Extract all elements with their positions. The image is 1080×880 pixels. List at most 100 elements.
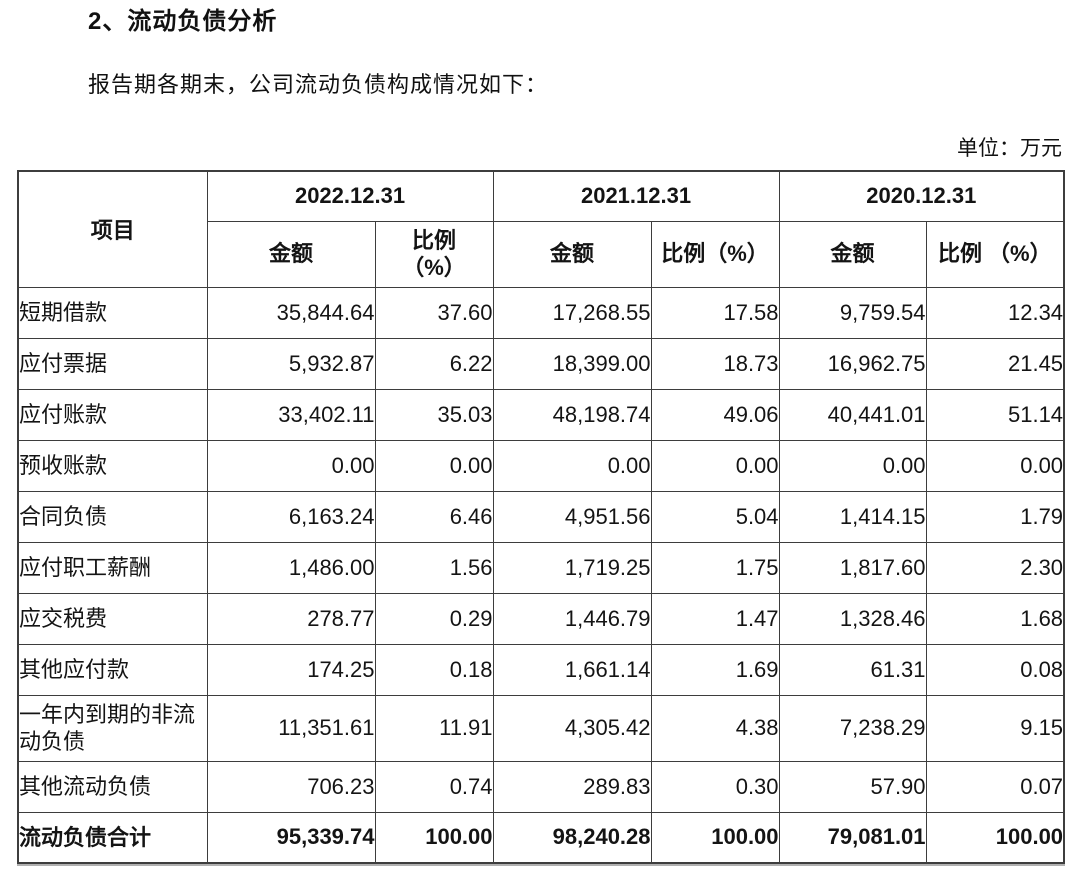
- total-ratio-cell: 100.00: [374, 811, 494, 864]
- ratio-cell: 6.22: [374, 337, 494, 390]
- item-cell: 应付职工薪酬: [17, 541, 208, 594]
- amount-cell: 1,446.79: [492, 592, 652, 645]
- item-cell: 预收账款: [17, 439, 208, 492]
- ratio-cell: 49.06: [650, 388, 780, 441]
- ratio-cell: 1.56: [374, 541, 494, 594]
- ratio-cell: 0.18: [374, 643, 494, 696]
- amount-cell: 57.90: [778, 760, 927, 813]
- amount-cell: 35,844.64: [206, 286, 376, 339]
- amount-cell: 33,402.11: [206, 388, 376, 441]
- section-title: 2、流动负债分析: [88, 8, 278, 35]
- table-row: 合同负债 6,163.24 6.46 4,951.56 5.04 1,414.1…: [17, 490, 1065, 543]
- period-header-2022: 2022.12.31: [206, 170, 494, 222]
- ratio-header-2022: 比例 （%）: [374, 220, 494, 288]
- amount-cell: 6,163.24: [206, 490, 376, 543]
- amount-cell: 11,351.61: [206, 694, 376, 762]
- item-cell: 短期借款: [17, 286, 208, 339]
- amount-cell: 5,932.87: [206, 337, 376, 390]
- amount-cell: 0.00: [206, 439, 376, 492]
- amount-cell: 706.23: [206, 760, 376, 813]
- item-cell: 其他应付款: [17, 643, 208, 696]
- ratio-cell: 4.38: [650, 694, 780, 762]
- item-cell: 应付账款: [17, 388, 208, 441]
- item-cell: 合同负债: [17, 490, 208, 543]
- ratio-cell: 21.45: [925, 337, 1065, 390]
- ratio-cell: 0.74: [374, 760, 494, 813]
- total-label-cell: 流动负债合计: [17, 811, 208, 864]
- ratio-header-2020: 比例 （%）: [925, 220, 1065, 288]
- ratio-header-2021: 比例（%）: [650, 220, 780, 288]
- period-header-2020: 2020.12.31: [778, 170, 1065, 222]
- amount-cell: 0.00: [492, 439, 652, 492]
- ratio-cell: 9.15: [925, 694, 1065, 762]
- ratio-cell: 2.30: [925, 541, 1065, 594]
- ratio-cell: 5.04: [650, 490, 780, 543]
- total-amount-cell: 98,240.28: [492, 811, 652, 864]
- amount-cell: 174.25: [206, 643, 376, 696]
- amount-cell: 4,305.42: [492, 694, 652, 762]
- amount-cell: 1,817.60: [778, 541, 927, 594]
- header-measure-row: 金额 比例 （%） 金额 比例（%） 金额 比例 （%）: [18, 220, 1065, 288]
- amount-cell: 278.77: [206, 592, 376, 645]
- item-cell: 其他流动负债: [17, 760, 208, 813]
- amount-cell: 40,441.01: [778, 388, 927, 441]
- ratio-cell: 12.34: [925, 286, 1065, 339]
- intro-text: 报告期各期末，公司流动负债构成情况如下：: [88, 72, 549, 98]
- amount-cell: 4,951.56: [492, 490, 652, 543]
- total-amount-cell: 79,081.01: [778, 811, 927, 864]
- ratio-cell: 0.29: [374, 592, 494, 645]
- amount-cell: 61.31: [778, 643, 927, 696]
- amount-cell: 7,238.29: [778, 694, 927, 762]
- amount-header-2022: 金额: [206, 220, 376, 288]
- item-column-header: 项目: [17, 170, 208, 288]
- amount-cell: 9,759.54: [778, 286, 927, 339]
- amount-header-2020: 金额: [778, 220, 927, 288]
- table-row: 应交税费 278.77 0.29 1,446.79 1.47 1,328.46 …: [17, 592, 1065, 645]
- period-header-2021: 2021.12.31: [492, 170, 780, 222]
- ratio-cell: 0.00: [374, 439, 494, 492]
- ratio-cell: 0.30: [650, 760, 780, 813]
- amount-cell: 289.83: [492, 760, 652, 813]
- table-row: 预收账款 0.00 0.00 0.00 0.00 0.00 0.00: [17, 439, 1065, 492]
- table-row: 应付职工薪酬 1,486.00 1.56 1,719.25 1.75 1,817…: [17, 541, 1065, 594]
- ratio-cell: 0.08: [925, 643, 1065, 696]
- total-amount-cell: 95,339.74: [206, 811, 376, 864]
- unit-note: 单位：万元: [957, 136, 1062, 160]
- ratio-cell: 35.03: [374, 388, 494, 441]
- header-period-row: 项目 2022.12.31 2021.12.31 2020.12.31: [17, 170, 1065, 288]
- amount-cell: 1,414.15: [778, 490, 927, 543]
- ratio-cell: 1.79: [925, 490, 1065, 543]
- amount-cell: 17,268.55: [492, 286, 652, 339]
- table-row: 短期借款 35,844.64 37.60 17,268.55 17.58 9,7…: [17, 286, 1065, 339]
- ratio-cell: 0.07: [925, 760, 1065, 813]
- total-ratio-cell: 100.00: [925, 811, 1065, 864]
- amount-cell: 1,661.14: [492, 643, 652, 696]
- amount-header-2021: 金额: [492, 220, 652, 288]
- table-row: 一年内到期的非流动负债 11,351.61 11.91 4,305.42 4.3…: [17, 694, 1065, 762]
- ratio-cell: 6.46: [374, 490, 494, 543]
- current-liabilities-table: 项目 2022.12.31 2021.12.31 2020.12.31 金额 比…: [17, 170, 1066, 865]
- amount-cell: 0.00: [778, 439, 927, 492]
- ratio-cell: 51.14: [925, 388, 1065, 441]
- total-row: 流动负债合计 95,339.74 100.00 98,240.28 100.00…: [17, 811, 1065, 864]
- ratio-cell: 17.58: [650, 286, 780, 339]
- table-row: 其他流动负债 706.23 0.74 289.83 0.30 57.90 0.0…: [17, 760, 1065, 813]
- amount-cell: 1,486.00: [206, 541, 376, 594]
- amount-cell: 1,328.46: [778, 592, 927, 645]
- table-row: 应付账款 33,402.11 35.03 48,198.74 49.06 40,…: [17, 388, 1065, 441]
- amount-cell: 16,962.75: [778, 337, 927, 390]
- ratio-cell: 1.47: [650, 592, 780, 645]
- ratio-cell: 37.60: [374, 286, 494, 339]
- ratio-cell: 0.00: [925, 439, 1065, 492]
- ratio-cell: 1.68: [925, 592, 1065, 645]
- ratio-cell: 1.69: [650, 643, 780, 696]
- ratio-cell: 0.00: [650, 439, 780, 492]
- ratio-cell: 11.91: [374, 694, 494, 762]
- item-cell: 应交税费: [17, 592, 208, 645]
- amount-cell: 48,198.74: [492, 388, 652, 441]
- item-cell: 应付票据: [17, 337, 208, 390]
- ratio-cell: 1.75: [650, 541, 780, 594]
- table-row: 应付票据 5,932.87 6.22 18,399.00 18.73 16,96…: [17, 337, 1065, 390]
- amount-cell: 18,399.00: [492, 337, 652, 390]
